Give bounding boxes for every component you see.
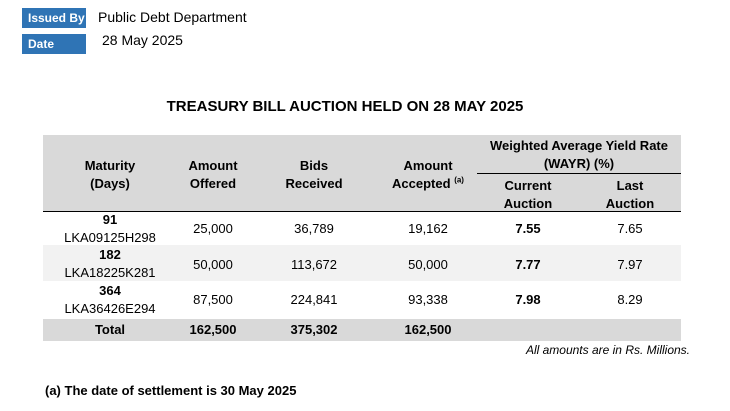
total-row-bg xyxy=(43,319,681,341)
amounts-note: All amounts are in Rs. Millions. xyxy=(525,343,690,357)
settlement-footnote: (a) The date of settlement is 30 May 202… xyxy=(45,383,297,398)
row-shade xyxy=(43,245,681,281)
date-value: 28 May 2025 xyxy=(102,32,183,48)
table-cell-last: 7.65 xyxy=(617,221,643,236)
page-title: TREASURY BILL AUCTION HELD ON 28 MAY 202… xyxy=(166,98,524,115)
table-row-maturity: 91 LKA09125H298 xyxy=(64,212,156,245)
table-row-maturity: 364 LKA36426E294 xyxy=(64,283,156,316)
table-cell-accepted: 19,162 xyxy=(408,221,448,236)
table-cell-accepted: 50,000 xyxy=(408,257,448,272)
header-current-auction: Current Auction xyxy=(503,178,553,211)
total-offered: 162,500 xyxy=(189,322,237,337)
wayr-divider xyxy=(477,173,681,174)
total-bids: 375,302 xyxy=(290,322,338,337)
table-cell-current: 7.77 xyxy=(515,257,541,272)
table-cell-offered: 50,000 xyxy=(193,257,233,272)
header-amount-offered: Amount Offered xyxy=(188,158,238,191)
table-row-maturity: 182 LKA18225K281 xyxy=(64,247,156,280)
table-cell-last: 8.29 xyxy=(617,292,643,307)
header-maturity: Maturity (Days) xyxy=(84,158,136,191)
table-cell-bids: 224,841 xyxy=(290,292,338,307)
table-cell-current: 7.55 xyxy=(515,221,541,236)
total-label: Total xyxy=(94,322,126,337)
issued-by-label: Issued By xyxy=(22,8,86,28)
table-cell-bids: 36,789 xyxy=(294,221,334,236)
auction-table: Maturity (Days) Amount Offered Bids Receive… xyxy=(43,135,681,341)
table-cell-current: 7.98 xyxy=(515,292,541,307)
table-cell-bids: 113,672 xyxy=(290,257,338,272)
date-label: Date xyxy=(22,34,86,54)
table-cell-accepted: 93,338 xyxy=(408,292,448,307)
table-cell-offered: 87,500 xyxy=(193,292,233,307)
header-last-auction: Last Auction xyxy=(605,178,655,211)
table-cell-last: 7.97 xyxy=(617,257,643,272)
issued-by-value: Public Debt Department xyxy=(98,9,247,25)
table-cell-offered: 25,000 xyxy=(193,221,233,236)
header-wayr: Weighted Average Yield Rate (WAYR) (%) xyxy=(490,138,668,171)
header-bottom-line xyxy=(43,211,681,212)
header-amount-accepted: Amount Accepted (a) xyxy=(392,158,464,191)
total-accepted: 162,500 xyxy=(404,322,452,337)
header-bids-received: Bids Received xyxy=(285,158,343,191)
